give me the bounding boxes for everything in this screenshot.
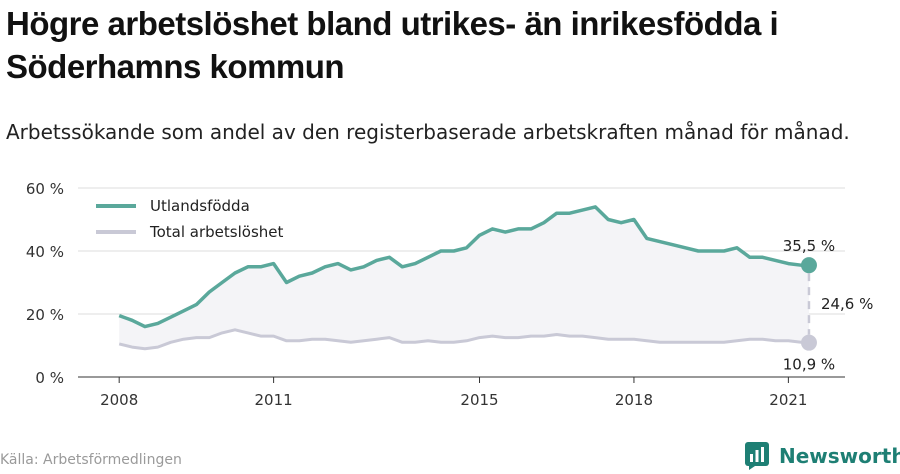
end-marker-utlandsfodda [800, 257, 817, 274]
x-tick-label: 2021 [769, 391, 807, 409]
brand-name: Newsworthy [779, 444, 900, 468]
line-chart: 0 % 20 % 40 % 60 % 2008 2011 2015 2018 2021 35,5 … [26, 180, 873, 409]
end-label-utlandsfodda: 35,5 % [783, 237, 835, 255]
x-tick-label: 2015 [460, 391, 498, 409]
y-tick-label: 20 % [26, 306, 64, 324]
end-label-total: 10,9 % [783, 356, 835, 374]
x-tick-label: 2008 [100, 391, 138, 409]
end-marker-total [800, 334, 817, 351]
legend-label-total: Total arbetslöshet [149, 223, 284, 241]
y-tick-label: 40 % [26, 243, 64, 261]
chart-title: Högre arbetslöshet bland utrikes- än inr… [6, 5, 779, 85]
gap-area [119, 206, 809, 349]
newsworthy-logo-icon [745, 442, 769, 470]
brand[interactable]: Newsworthy [745, 441, 900, 471]
series-line-utlandsfodda [118, 205, 809, 329]
gap-label: 24,6 % [821, 295, 873, 313]
x-tick-label: 2011 [255, 391, 293, 409]
y-tick-label: 0 % [35, 369, 64, 387]
chart-subtitle: Arbetssökande som andel av den registerb… [6, 120, 850, 144]
legend-label-utlandsfodda: Utlandsfödda [150, 197, 250, 215]
x-tick-label: 2018 [615, 391, 653, 409]
series-line-total [118, 328, 810, 351]
y-tick-label: 60 % [26, 180, 64, 198]
source-note: Källa: Arbetsförmedlingen [0, 452, 182, 468]
